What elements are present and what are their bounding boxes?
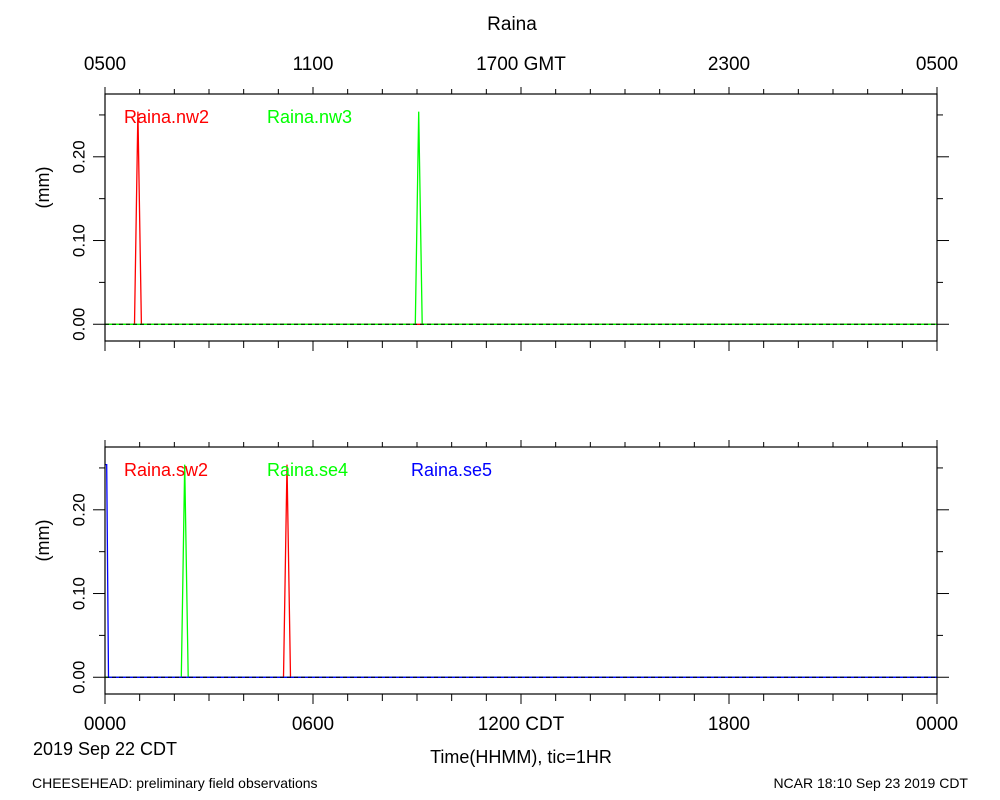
top-axis-tick-label: 0500: [916, 54, 958, 75]
top-axis-tick-label: 1700 GMT: [476, 54, 566, 75]
legend-label: Raina.nw2: [124, 107, 209, 127]
bottom-axis-tick-label: 0000: [916, 714, 958, 735]
legend-label: Raina.se5: [411, 460, 492, 480]
panel-bottom: 0.00 0.10 0.20 (mm) Raina.sw2 Raina.se4 Raina.…: [33, 440, 949, 704]
legend-label: Raina.se4: [267, 460, 348, 480]
legend-label: Raina.sw2: [124, 460, 208, 480]
plot-frame: [104, 93, 938, 342]
footer-right: NCAR 18:10 Sep 23 2019 CDT: [773, 775, 968, 791]
series-line-raina-se5: [105, 463, 937, 678]
y-axis-label: (mm): [33, 520, 53, 562]
bottom-axis-tick-label: 1800: [708, 714, 750, 735]
bottom-axis-tick-label: 0000: [84, 714, 126, 735]
panel-top: 0.00 0.10 0.20 (mm) Raina.nw2 Raina.nw3: [33, 87, 949, 351]
bottom-axis-tick-label: 0600: [292, 714, 334, 735]
y-tick-label: 0.20: [69, 140, 88, 173]
date-label: 2019 Sep 22 CDT: [33, 739, 177, 759]
y-tick-label: 0.10: [69, 577, 88, 610]
top-axis-labels: 0500 1100 1700 GMT 2300 0500: [84, 54, 958, 75]
y-tick-label: 0.20: [69, 493, 88, 526]
series-line-raina-nw3: [105, 111, 937, 325]
chart-title: Raina: [487, 14, 537, 35]
plot-frame: [104, 446, 938, 695]
series-line-raina-nw2: [105, 111, 937, 325]
y-tick-label: 0.10: [69, 224, 88, 257]
bottom-axis-labels: 0000 0600 1200 CDT 1800 0000: [84, 714, 958, 735]
y-tick-label: 0.00: [69, 661, 88, 694]
top-axis-tick-label: 1100: [293, 54, 334, 75]
bottom-axis-tick-label: 1200 CDT: [478, 714, 565, 735]
top-axis-tick-label: 0500: [84, 54, 126, 75]
y-axis-label: (mm): [33, 167, 53, 209]
series-line-raina-se4: [105, 464, 937, 678]
x-axis-label: Time(HHMM), tic=1HR: [430, 747, 612, 767]
top-axis-tick-label: 2300: [708, 54, 750, 75]
legend-label: Raina.nw3: [267, 107, 352, 127]
footer-left: CHEESEHEAD: preliminary field observatio…: [32, 775, 318, 791]
y-tick-label: 0.00: [69, 308, 88, 341]
series-line-raina-sw2: [105, 464, 937, 678]
